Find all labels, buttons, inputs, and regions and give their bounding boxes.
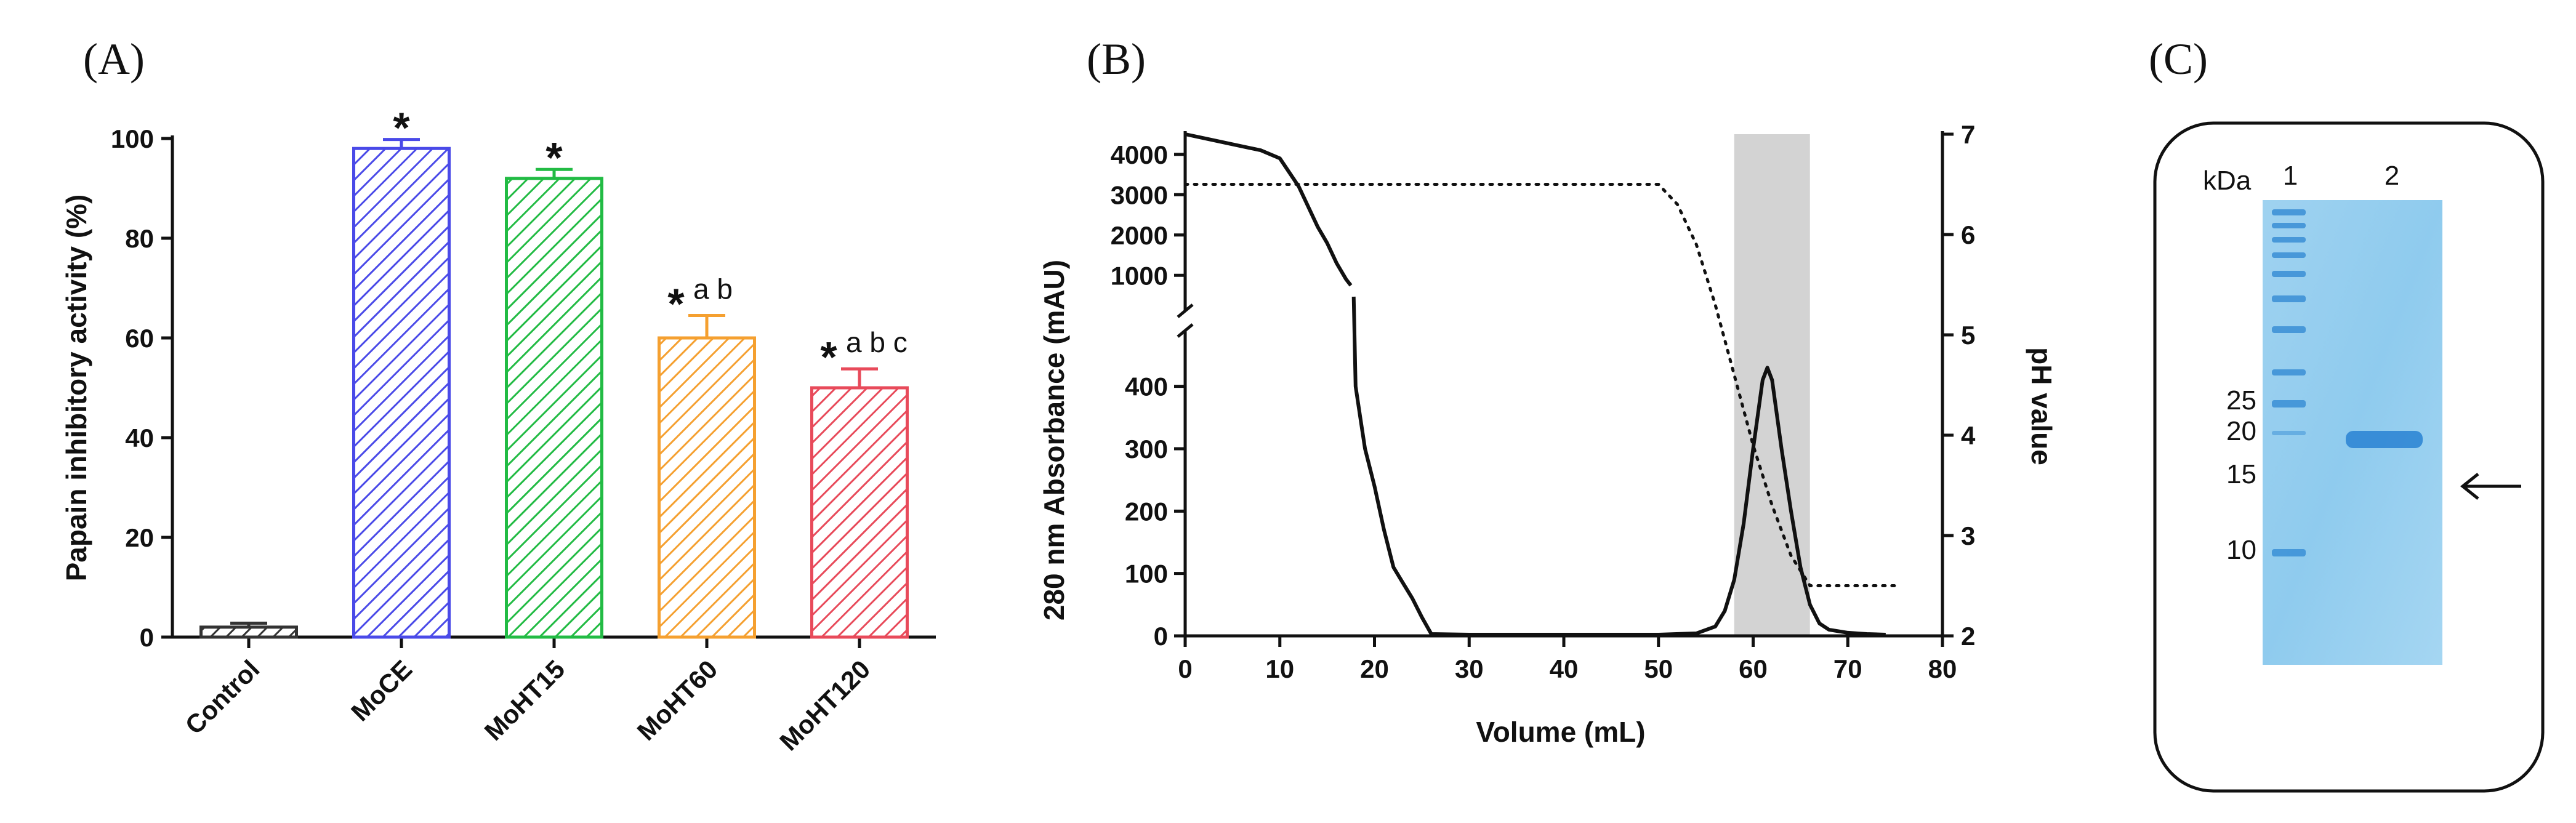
- bar-moce: [352, 147, 451, 639]
- panel-b-x-tick-label: 60: [1739, 654, 1768, 683]
- panel-b-x-tick-label: 10: [1265, 654, 1294, 683]
- panel-a-y-tick-label: 80: [125, 224, 154, 253]
- panel-b-x-tick-label: 20: [1360, 654, 1389, 683]
- panel-a-y-ticks: 0 20 40 60 80 100: [111, 124, 172, 652]
- panel-b-y2-axis-title: pH value: [2026, 347, 2058, 465]
- gel-marker-20: 20: [2226, 416, 2256, 446]
- panel-a-y-axis-title: Papain inhibitory activity (%): [60, 195, 92, 582]
- panel-b-y2-tick-label: 7: [1961, 120, 1975, 149]
- gel-marker-10: 10: [2226, 535, 2256, 565]
- gel-arrow-icon: [2460, 473, 2521, 500]
- panel-a-label: (A): [83, 34, 145, 84]
- gel-marker-15: 15: [2226, 459, 2256, 489]
- panel-b-y2-tick-label: 3: [1961, 521, 1975, 550]
- panel-b-label: (B): [1087, 34, 1146, 84]
- bar-moht120: [810, 386, 909, 639]
- panel-a-category-labels: Control MoCE MoHT15 MoHT60 MoHT120: [180, 654, 876, 756]
- panel-b-y2-tick-label: 5: [1961, 321, 1975, 350]
- panel-b-x-tick-label: 30: [1455, 654, 1484, 683]
- significance-star-moce: *: [393, 104, 410, 152]
- panel-b-y-tick-label: 300: [1125, 435, 1168, 464]
- gel-ladder-bands: [2272, 209, 2306, 556]
- category-label-moce: MoCE: [345, 654, 417, 726]
- category-label-moht15: MoHT15: [479, 654, 571, 746]
- bar-control: [199, 625, 298, 639]
- gel-marker-25: 25: [2226, 385, 2256, 416]
- panel-b-x-tick-label: 80: [1928, 654, 1957, 683]
- panel-a-y-tick-label: 60: [125, 324, 154, 353]
- panel-b-y2-tick-label: 6: [1961, 220, 1975, 249]
- panel-c-label: (C): [2149, 34, 2208, 84]
- panel-b-x-tick-label: 50: [1644, 654, 1673, 683]
- bar-moht15: [505, 177, 603, 639]
- panel-b-axis-break-lower: [1177, 323, 1194, 338]
- ph-line: [1183, 183, 1897, 587]
- panel-b-y-tick-label: 100: [1125, 560, 1168, 588]
- panel-b: (B) 280 nm Absorbance (mAU) pH value Vol…: [1038, 34, 2058, 748]
- panel-b-x-tick-label: 0: [1178, 654, 1192, 683]
- category-label-moht60: MoHT60: [632, 654, 723, 746]
- panel-b-y-tick-label: 200: [1125, 497, 1168, 526]
- panel-b-y2-tick-label: 4: [1961, 421, 1976, 450]
- panel-b-y-axis-title: 280 nm Absorbance (mAU): [1038, 260, 1070, 620]
- bar-moht60: [658, 336, 756, 639]
- panel-b-y-tick-label: 4000: [1111, 140, 1168, 169]
- panel-a-y-tick-label: 0: [140, 623, 154, 652]
- category-label-moht120: MoHT120: [774, 654, 875, 756]
- panel-b-x-tick-label: 40: [1550, 654, 1579, 683]
- gel-unit-label: kDa: [2203, 166, 2252, 196]
- panel-b-y-tick-label: 0: [1154, 622, 1168, 651]
- panel-b-x-axis-title: Volume (mL): [1476, 716, 1645, 748]
- panel-b-y-tick-label: 2000: [1111, 221, 1168, 250]
- panel-a-y-tick-label: 100: [111, 124, 154, 153]
- panel-b-y-tick-label: 400: [1125, 372, 1168, 401]
- absorbance-line-segment-1: [1185, 132, 1353, 287]
- panel-b-axis-break-upper: [1177, 303, 1194, 318]
- panel-b-y-tick-label: 1000: [1111, 261, 1168, 290]
- panel-a-bars: *** a b* a b c: [199, 104, 909, 639]
- panel-b-y-tick-label: 3000: [1111, 180, 1168, 209]
- panel-b-axes: [1177, 131, 1944, 638]
- gel-lane-label-1: 1: [2283, 161, 2298, 191]
- panel-b-series: [1183, 132, 1897, 636]
- absorbance-line-segment-2: [1351, 296, 1886, 636]
- category-label-control: Control: [180, 654, 265, 740]
- panel-c: (C) kDa 1 2 25 20 15 10: [2149, 34, 2545, 793]
- panel-b-x-tick-label: 70: [1833, 654, 1862, 683]
- panel-a: (A) Papain inhibitory activity (%) 0 20 40…: [60, 34, 936, 756]
- significance-star-moht60: *: [667, 280, 685, 328]
- significance-letters-moht120: a b c: [846, 326, 908, 358]
- significance-letters-moht60: a b: [693, 273, 733, 305]
- panel-b-ticks: 0 10 20 30 40 50 60 70 80 0 100 200 300 400 1000 2000 30…: [1111, 120, 1976, 683]
- significance-star-moht15: *: [545, 134, 563, 182]
- panel-a-y-tick-label: 20: [125, 523, 154, 552]
- gel-lane-label-2: 2: [2385, 161, 2399, 191]
- gel-sample-band: [2346, 431, 2423, 448]
- panel-a-y-tick-label: 40: [125, 424, 154, 452]
- panel-b-y2-tick-label: 2: [1961, 622, 1975, 651]
- significance-star-moht120: *: [820, 333, 837, 381]
